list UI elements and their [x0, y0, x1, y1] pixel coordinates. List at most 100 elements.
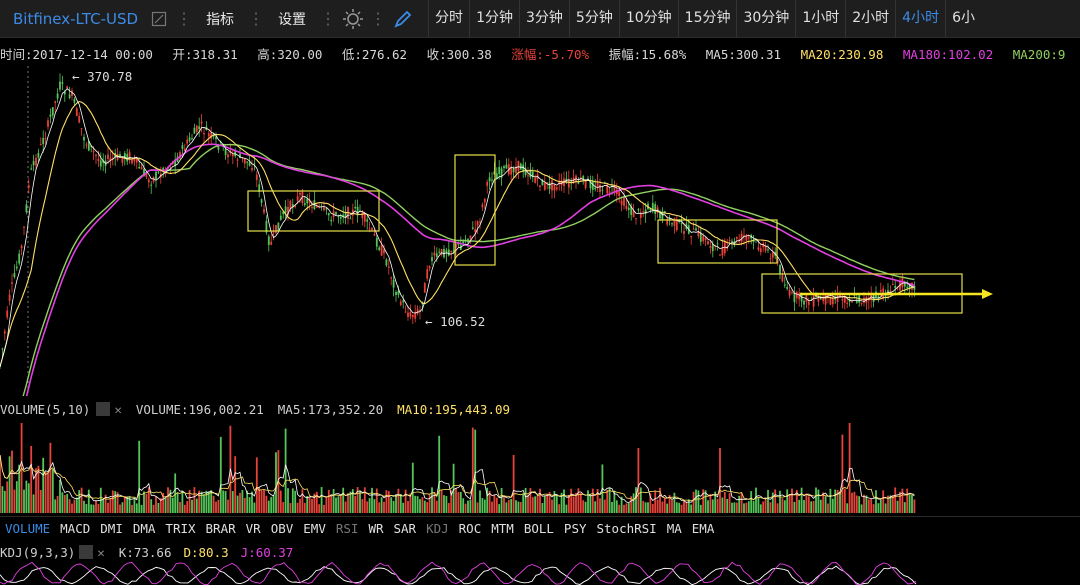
volume-bar [668, 494, 671, 513]
volume-bar [359, 490, 361, 513]
candle-body [769, 258, 772, 260]
interval-tab[interactable]: 10分钟 [618, 0, 678, 37]
volume-legend: VOLUME(5,10) ✕ VOLUME:196,002.21 MA5:173… [0, 400, 510, 418]
kdj-name: KDJ(9,3,3) [0, 544, 76, 560]
indicator-tab[interactable]: MACD [60, 520, 91, 536]
candle-body [757, 247, 760, 250]
candle-body [519, 163, 522, 170]
candle-body [798, 292, 801, 300]
interval-tab[interactable]: 5分钟 [568, 0, 619, 37]
candle-body [155, 171, 157, 179]
volume-bar [138, 440, 141, 513]
volume-bar [661, 501, 664, 513]
close-icon[interactable]: ✕ [114, 401, 122, 417]
indicator-button[interactable]: 指标 [206, 11, 235, 28]
indicator-tab[interactable]: BRAR [205, 520, 236, 536]
interval-tab[interactable]: 6小 [945, 0, 981, 37]
volume-bar [13, 489, 16, 513]
volume-bar [135, 503, 138, 513]
candle-body [783, 284, 786, 286]
more-icon[interactable]: ⋮ [248, 9, 265, 28]
interval-tab[interactable]: 2小时 [845, 0, 895, 37]
close-icon[interactable]: ✕ [97, 544, 105, 560]
indicator-tab[interactable]: TRIX [165, 520, 196, 536]
volume-bar [793, 501, 796, 513]
symbol-label[interactable]: Bitfinex-LTC-USD [13, 9, 139, 28]
interval-tab[interactable]: 15分钟 [677, 0, 737, 37]
indicator-tab[interactable]: StochRSI [596, 520, 657, 536]
indicator-tab[interactable]: EMV [303, 520, 326, 536]
volume-bar [383, 501, 385, 513]
volume-bar [361, 499, 364, 513]
indicator-tab[interactable]: DMI [100, 520, 123, 536]
candle-body [692, 228, 695, 230]
indicator-tab[interactable]: KDJ [426, 520, 449, 536]
candle-body [354, 206, 357, 209]
candle-body [419, 309, 421, 311]
more-icon[interactable]: ⋮ [176, 9, 193, 28]
indicator-tab[interactable]: OBV [270, 520, 294, 536]
volume-bar [145, 494, 148, 513]
indicator-tab[interactable]: BOLL [523, 520, 554, 536]
indicator-tab[interactable]: PSY [563, 520, 587, 536]
volume-bar [347, 493, 349, 513]
volume-bar [558, 504, 561, 513]
volume-bar [709, 493, 712, 513]
interval-tab[interactable]: 3分钟 [518, 0, 569, 37]
volume-bar [896, 500, 899, 513]
volume-bar [767, 489, 769, 513]
candle-body [402, 300, 405, 303]
candle-body [493, 171, 496, 175]
indicator-tab[interactable]: MTM [491, 520, 514, 536]
volume-bar [524, 487, 527, 513]
interval-tab[interactable]: 1分钟 [469, 0, 519, 37]
interval-tab[interactable]: 4小时 [895, 0, 945, 37]
volume-bar [215, 501, 217, 513]
candle-body [906, 286, 909, 288]
candle-body [311, 206, 313, 209]
volume-bar [37, 465, 40, 513]
candlestick-chart[interactable]: ← 370.78 ← 106.52 [0, 66, 1080, 396]
indicator-tab[interactable]: WR [368, 520, 384, 536]
volume-bar [80, 487, 83, 513]
volume-bar [690, 504, 693, 513]
indicator-tab[interactable]: RSI [335, 520, 359, 536]
settings-gear-icon[interactable] [79, 545, 94, 559]
volume-bar [541, 503, 544, 513]
settings-gear-icon[interactable] [96, 402, 111, 416]
indicator-tab[interactable]: VOLUME [5, 520, 51, 536]
candle-body [174, 159, 177, 166]
candle-body [193, 127, 196, 134]
volume-bar [632, 493, 635, 513]
candle-body [836, 294, 839, 303]
indicator-tab[interactable]: DMA [132, 520, 156, 536]
candle-body [75, 108, 78, 117]
settings-button[interactable]: 设置 [278, 11, 307, 28]
indicator-tab[interactable]: ROC [458, 520, 482, 536]
indicator-tab[interactable]: VR [245, 520, 261, 536]
interval-tab[interactable]: 30分钟 [736, 0, 795, 37]
candle-body [752, 239, 755, 243]
theme-sun-icon[interactable] [342, 8, 364, 30]
candle-body [42, 138, 45, 144]
volume-bar [769, 502, 772, 513]
indicator-tab[interactable]: SAR [393, 520, 417, 536]
candle-body [860, 302, 863, 304]
volume-bar [848, 423, 851, 513]
interval-tab[interactable]: 1小时 [795, 0, 845, 37]
volume-bar [666, 503, 669, 513]
candle-body [383, 249, 385, 254]
more-icon[interactable]: ⋮ [370, 9, 387, 28]
interval-tab[interactable]: 分时 [428, 0, 469, 37]
candle-body [109, 157, 112, 162]
candle-body [71, 90, 73, 96]
candle-body [308, 199, 311, 204]
draw-pencil-icon[interactable] [392, 8, 414, 30]
indicator-tab[interactable]: MA [666, 520, 682, 536]
candle-body [791, 292, 793, 294]
candle-body [527, 175, 529, 177]
indicator-tab[interactable]: EMA [691, 520, 715, 536]
more-icon[interactable]: ⋮ [320, 9, 337, 28]
expand-icon[interactable] [148, 8, 170, 30]
volume-bar [913, 499, 916, 513]
